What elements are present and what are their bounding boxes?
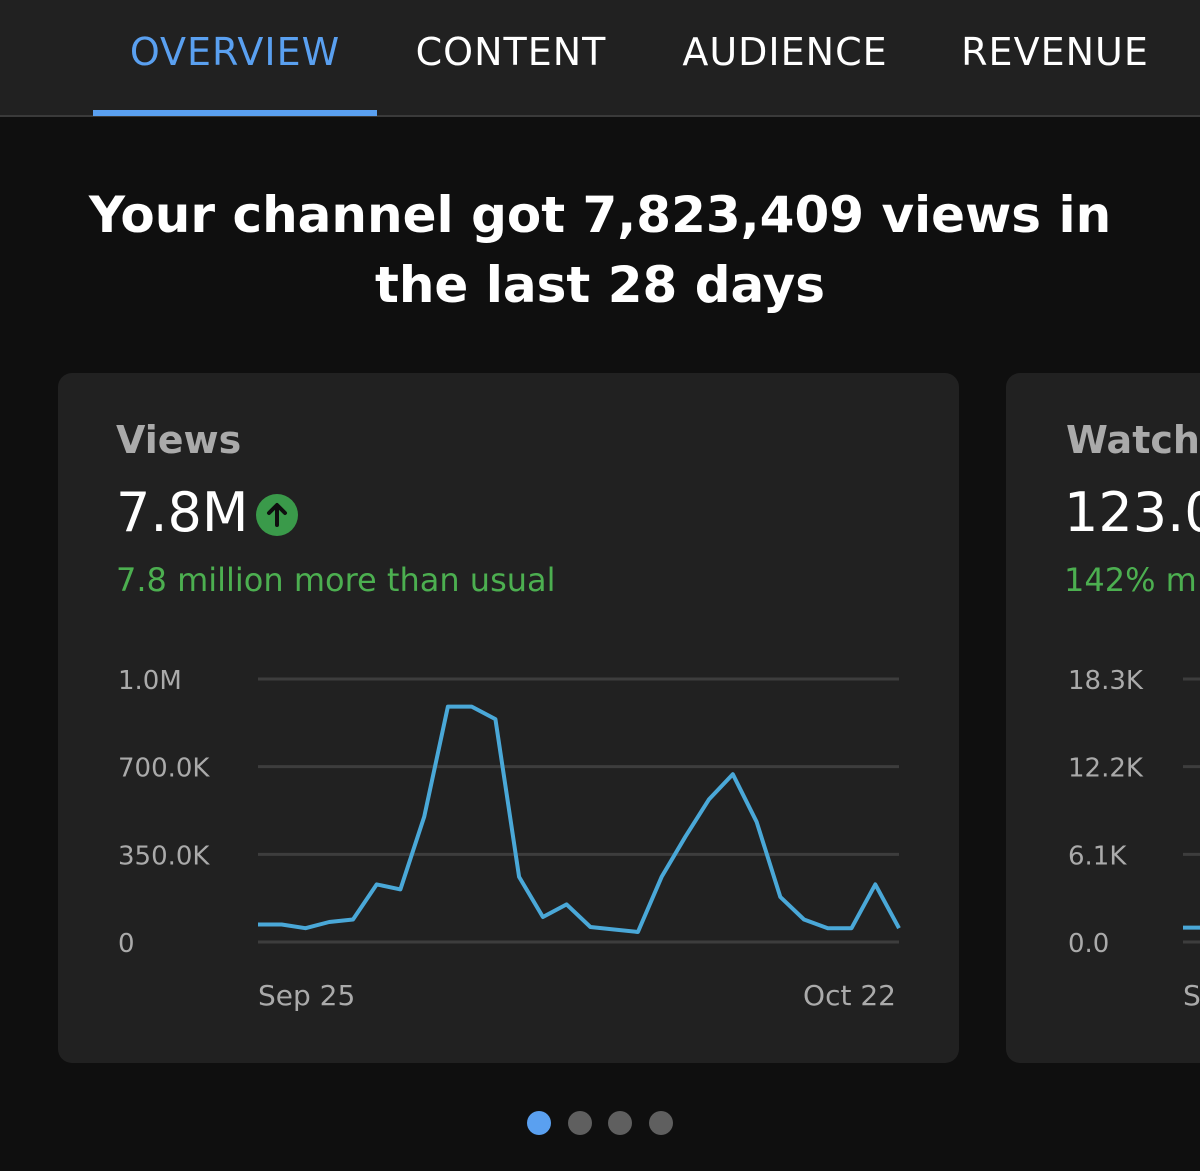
metric-comparison: 7.8 million more than usual — [116, 561, 556, 599]
y-tick-label: 350.0K — [118, 841, 210, 871]
pagination-dot[interactable] — [649, 1111, 673, 1135]
y-tick-label: 700.0K — [118, 754, 210, 784]
y-tick-label: 12.2K — [1068, 754, 1144, 784]
tab-content[interactable]: CONTENT — [415, 30, 607, 74]
metric-value: 7.8M — [116, 481, 249, 544]
y-tick-label: 0.0 — [1068, 929, 1109, 959]
tab-revenue[interactable]: REVENUE — [961, 30, 1149, 74]
watch-time-line-chart: 0.0 6.1K 12.2K 18.3K S — [1068, 666, 1200, 1012]
active-tab-indicator — [93, 110, 377, 116]
tab-audience[interactable]: AUDIENCE — [682, 30, 888, 74]
watch-time-card[interactable]: Watch 123.0 142% m 0.0 6.1K 12.2K 18.3K S — [1006, 373, 1200, 1063]
y-tick-label: 1.0M — [118, 666, 182, 696]
metric-value: 123.0 — [1064, 481, 1200, 544]
x-tick-label: Sep 25 — [258, 979, 355, 1012]
metric-comparison: 142% m — [1064, 561, 1197, 599]
page-headline: Your channel got 7,823,409 views in the … — [88, 186, 1112, 314]
views-series-line — [258, 704, 901, 934]
card-title: Views — [116, 418, 242, 462]
y-tick-label: 18.3K — [1068, 666, 1144, 696]
tab-bar: OVERVIEW CONTENT AUDIENCE REVENUE — [0, 0, 1200, 117]
pagination-dot[interactable] — [527, 1111, 551, 1135]
y-tick-label: 6.1K — [1068, 841, 1127, 871]
y-tick-label: 0 — [118, 929, 135, 959]
x-tick-label: Oct 22 — [803, 979, 896, 1012]
x-tick-label: S — [1183, 979, 1200, 1012]
pagination-dot[interactable] — [568, 1111, 592, 1135]
views-card[interactable]: Views 7.8M 7.8 million more than usual 0… — [58, 373, 959, 1063]
tab-overview[interactable]: OVERVIEW — [129, 30, 341, 74]
arrow-up-icon — [256, 494, 298, 536]
pagination-dot[interactable] — [608, 1111, 632, 1135]
card-title: Watch — [1066, 418, 1200, 462]
views-line-chart: 0 350.0K 700.0K 1.0M Sep 25 Oct 22 — [118, 666, 901, 1012]
